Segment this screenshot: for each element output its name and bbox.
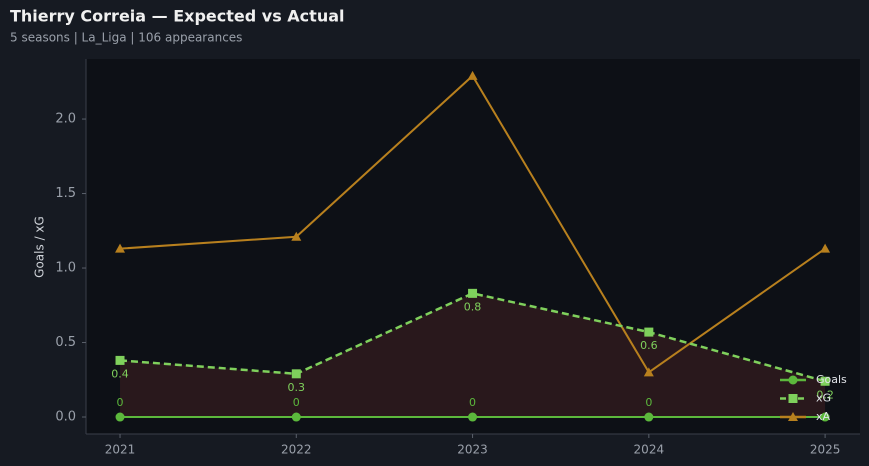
y-axis-label: Goals / xG — [33, 216, 47, 278]
y-tick-label: 0.5 — [55, 335, 76, 350]
legend-label: xA — [816, 410, 831, 423]
data-point — [820, 243, 831, 253]
x-tick-label: 2025 — [810, 443, 841, 457]
data-point — [820, 412, 830, 422]
y-tick-label: 2.0 — [55, 112, 76, 127]
data-point — [820, 376, 830, 386]
legend-label: xG — [816, 392, 831, 405]
legend-marker — [788, 375, 798, 385]
data-point — [291, 369, 301, 379]
x-tick-label: 2024 — [634, 443, 665, 457]
data-label: 0.4 — [111, 367, 129, 380]
x-tick-label: 2022 — [281, 443, 312, 457]
data-label: 0 — [645, 396, 652, 409]
chart-subtitle: 5 seasons | La_Liga | 106 appearances — [10, 31, 242, 45]
data-label: 0.2 — [816, 388, 834, 401]
data-point — [468, 288, 478, 298]
data-label: 0 — [469, 396, 476, 409]
data-point — [644, 327, 654, 337]
y-tick-label: 0.0 — [55, 410, 76, 425]
data-point — [291, 412, 301, 422]
data-label: 0 — [293, 396, 300, 409]
data-point — [644, 412, 654, 422]
data-point — [291, 231, 302, 241]
y-tick-label: 1.0 — [55, 261, 76, 276]
chart-title: Thierry Correia — Expected vs Actual — [10, 7, 344, 26]
legend-label: Goals — [816, 373, 847, 386]
x-tick-label: 2023 — [457, 443, 488, 457]
data-label: 0.3 — [288, 381, 306, 394]
data-point — [115, 412, 125, 422]
area-fill — [120, 293, 826, 418]
legend-marker — [788, 412, 798, 421]
data-point — [115, 243, 126, 253]
data-label: 0 — [117, 396, 124, 409]
y-tick-label: 1.5 — [55, 186, 76, 201]
x-tick-label: 2021 — [105, 443, 136, 457]
data-point — [468, 412, 478, 422]
legend-marker — [788, 394, 798, 403]
data-point — [643, 367, 654, 377]
data-point — [115, 355, 125, 365]
data-label: 0.6 — [640, 339, 658, 352]
data-label: 0.8 — [464, 300, 482, 313]
data-point — [467, 70, 478, 80]
